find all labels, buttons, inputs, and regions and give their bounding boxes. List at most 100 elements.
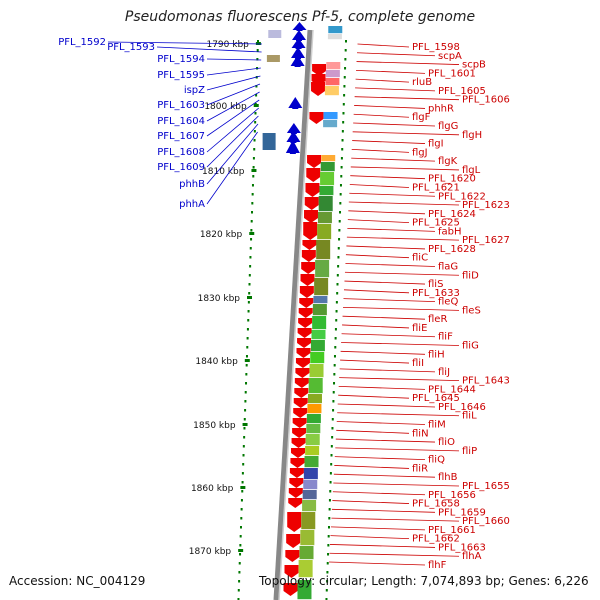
scale-dot [339, 202, 342, 205]
scale-dot [239, 544, 242, 547]
gene-label-leader [342, 324, 410, 329]
scale-dot [248, 292, 251, 295]
reverse-gene-arrow [285, 550, 300, 562]
reverse-gene-arrow [306, 168, 321, 182]
gene-label-leader [353, 113, 410, 118]
right-gene-label: flgL [462, 165, 481, 176]
gene-feature-block [266, 55, 280, 62]
gene-label-leader [339, 368, 436, 373]
gene-feature-block [310, 340, 325, 352]
right-gene-label: flhB [438, 472, 458, 483]
scale-dot [249, 256, 252, 259]
right-gene-label: fliF [438, 332, 453, 343]
scale-dot [239, 535, 242, 538]
ruler-tick-label: 1830 kbp [198, 294, 241, 304]
left-gene-label: phhA [179, 199, 205, 210]
gene-label-leader [343, 289, 410, 294]
gene-label-leader [331, 508, 436, 513]
gene-label-leader [352, 140, 426, 144]
gene-feature-block [302, 490, 317, 500]
right-gene-label: PFL_1656 [428, 490, 476, 501]
scale-dot [338, 220, 341, 223]
reverse-gene-arrow [288, 498, 303, 508]
right-gene-label: fliI [412, 358, 424, 369]
right-gene-label: fliC [412, 253, 428, 264]
right-gene-label: PFL_1601 [428, 68, 476, 79]
gene-label-leader [349, 184, 410, 188]
gene-label-leader [338, 386, 426, 390]
forward-gene-arrow [288, 97, 303, 109]
scale-dot [247, 301, 250, 304]
scale-dot [332, 409, 335, 412]
reverse-gene-arrow [293, 398, 308, 408]
right-gene-label: flgI [428, 139, 444, 150]
gene-feature-block [326, 62, 341, 70]
scale-dot [251, 202, 254, 205]
scale-dot [335, 310, 338, 313]
gene-label-leader [341, 333, 436, 338]
gene-feature-block [262, 133, 276, 150]
scale-dot [338, 238, 341, 241]
scale-dot [254, 121, 257, 124]
gene-label-leader [357, 52, 436, 57]
scale-dot [325, 589, 328, 592]
gene-label-leader [356, 61, 460, 65]
gene-label-leader [336, 429, 410, 434]
scale-dot [253, 139, 256, 142]
scale-dot [345, 40, 347, 43]
scale-dot [327, 535, 330, 538]
reverse-gene-arrow [295, 368, 310, 378]
left-gene-label: PFL_1607 [157, 131, 205, 142]
gene-feature-block [268, 30, 282, 38]
scale-dot [325, 598, 328, 600]
scale-dot [334, 346, 337, 349]
gene-label-leader [206, 75, 261, 91]
right-gene-label: flhA [462, 551, 482, 562]
ruler-tick [238, 549, 244, 552]
right-gene-label: flgK [438, 156, 458, 167]
ruler-tick [247, 296, 253, 299]
right-gene-label: PFL_1662 [412, 534, 460, 545]
gene-label-leader [206, 99, 260, 137]
reverse-gene-arrow [291, 438, 306, 448]
reverse-gene-arrow [287, 512, 302, 532]
scale-dot [341, 130, 344, 133]
scale-dot [246, 328, 249, 331]
gene-feature-block [312, 316, 327, 330]
gene-label-leader [355, 78, 410, 83]
scale-dot [340, 166, 343, 169]
gene-label-leader [350, 166, 460, 171]
scale-dot [335, 319, 338, 322]
gene-feature-block [328, 26, 343, 34]
ruler-tick [255, 42, 261, 45]
gene-label-leader [330, 535, 410, 540]
scale-dot [331, 436, 334, 439]
gene-label-leader [346, 236, 460, 241]
right-gene-label: fliH [428, 349, 445, 360]
gene-label-leader [341, 342, 460, 346]
forward-gene-arrow [285, 140, 300, 154]
gene-feature-block [306, 414, 321, 424]
gene-feature-block [307, 404, 322, 414]
right-gene-label: PFL_1660 [462, 516, 510, 527]
gene-feature-block [303, 468, 318, 480]
ruler-tick-label: 1820 kbp [200, 230, 243, 240]
left-gene-label: PFL_1603 [157, 100, 205, 111]
scale-dot [330, 463, 333, 466]
gene-label-leader [344, 271, 460, 276]
ruler-tick-label: 1800 kbp [204, 102, 247, 112]
gene-label-leader [340, 350, 426, 355]
scale-dot [243, 427, 246, 430]
scale-dot [252, 157, 255, 160]
scale-dot [241, 472, 244, 475]
scale-dot [330, 445, 333, 448]
gene-label-leader [333, 473, 436, 478]
gene-label-leader [206, 115, 259, 168]
right-gene-label: fliG [462, 341, 479, 352]
forward-gene-arrow [286, 131, 301, 143]
gene-label-leader [346, 245, 426, 250]
scale-dot [344, 49, 347, 52]
scale-dot [250, 238, 253, 241]
gene-feature-block [304, 456, 319, 468]
right-gene-label: fliE [412, 323, 427, 334]
